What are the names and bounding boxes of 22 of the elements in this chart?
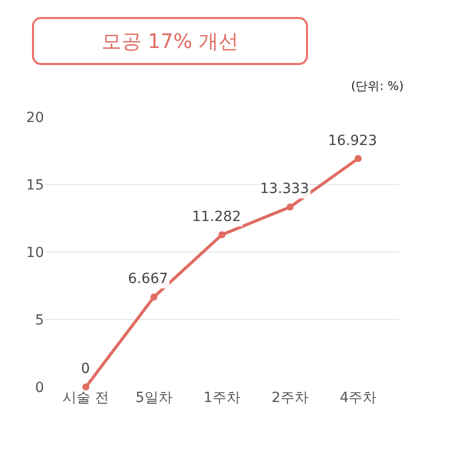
point bbox=[354, 155, 362, 162]
x-tick-label: 4주차 bbox=[340, 390, 377, 406]
x-tick-label: 1주차 bbox=[204, 390, 240, 406]
data-label: 16.923 bbox=[328, 133, 377, 149]
data-label: 13.333 bbox=[260, 181, 309, 197]
y-tick-label: 15 bbox=[26, 177, 44, 194]
point bbox=[286, 204, 294, 210]
text: (단위: %) bbox=[351, 79, 404, 93]
y-tick-label: 10 bbox=[26, 244, 44, 261]
y-tick-label: 20 bbox=[26, 110, 44, 126]
point bbox=[150, 294, 158, 300]
x-tick-label: 2주차 bbox=[272, 390, 309, 406]
y-tick-label: 0 bbox=[35, 380, 44, 396]
x-tick-label: 시술 전 bbox=[62, 390, 110, 406]
chart-title: 모공 17% 개선 bbox=[32, 17, 308, 65]
data-label: 0 bbox=[81, 361, 90, 377]
point bbox=[218, 231, 226, 238]
y-tick-label: 5 bbox=[35, 312, 44, 328]
data-label: 11.282 bbox=[192, 209, 241, 225]
x-tick-label: 5일차 bbox=[135, 390, 172, 406]
data-label: 6.667 bbox=[128, 271, 168, 287]
point bbox=[82, 384, 90, 390]
